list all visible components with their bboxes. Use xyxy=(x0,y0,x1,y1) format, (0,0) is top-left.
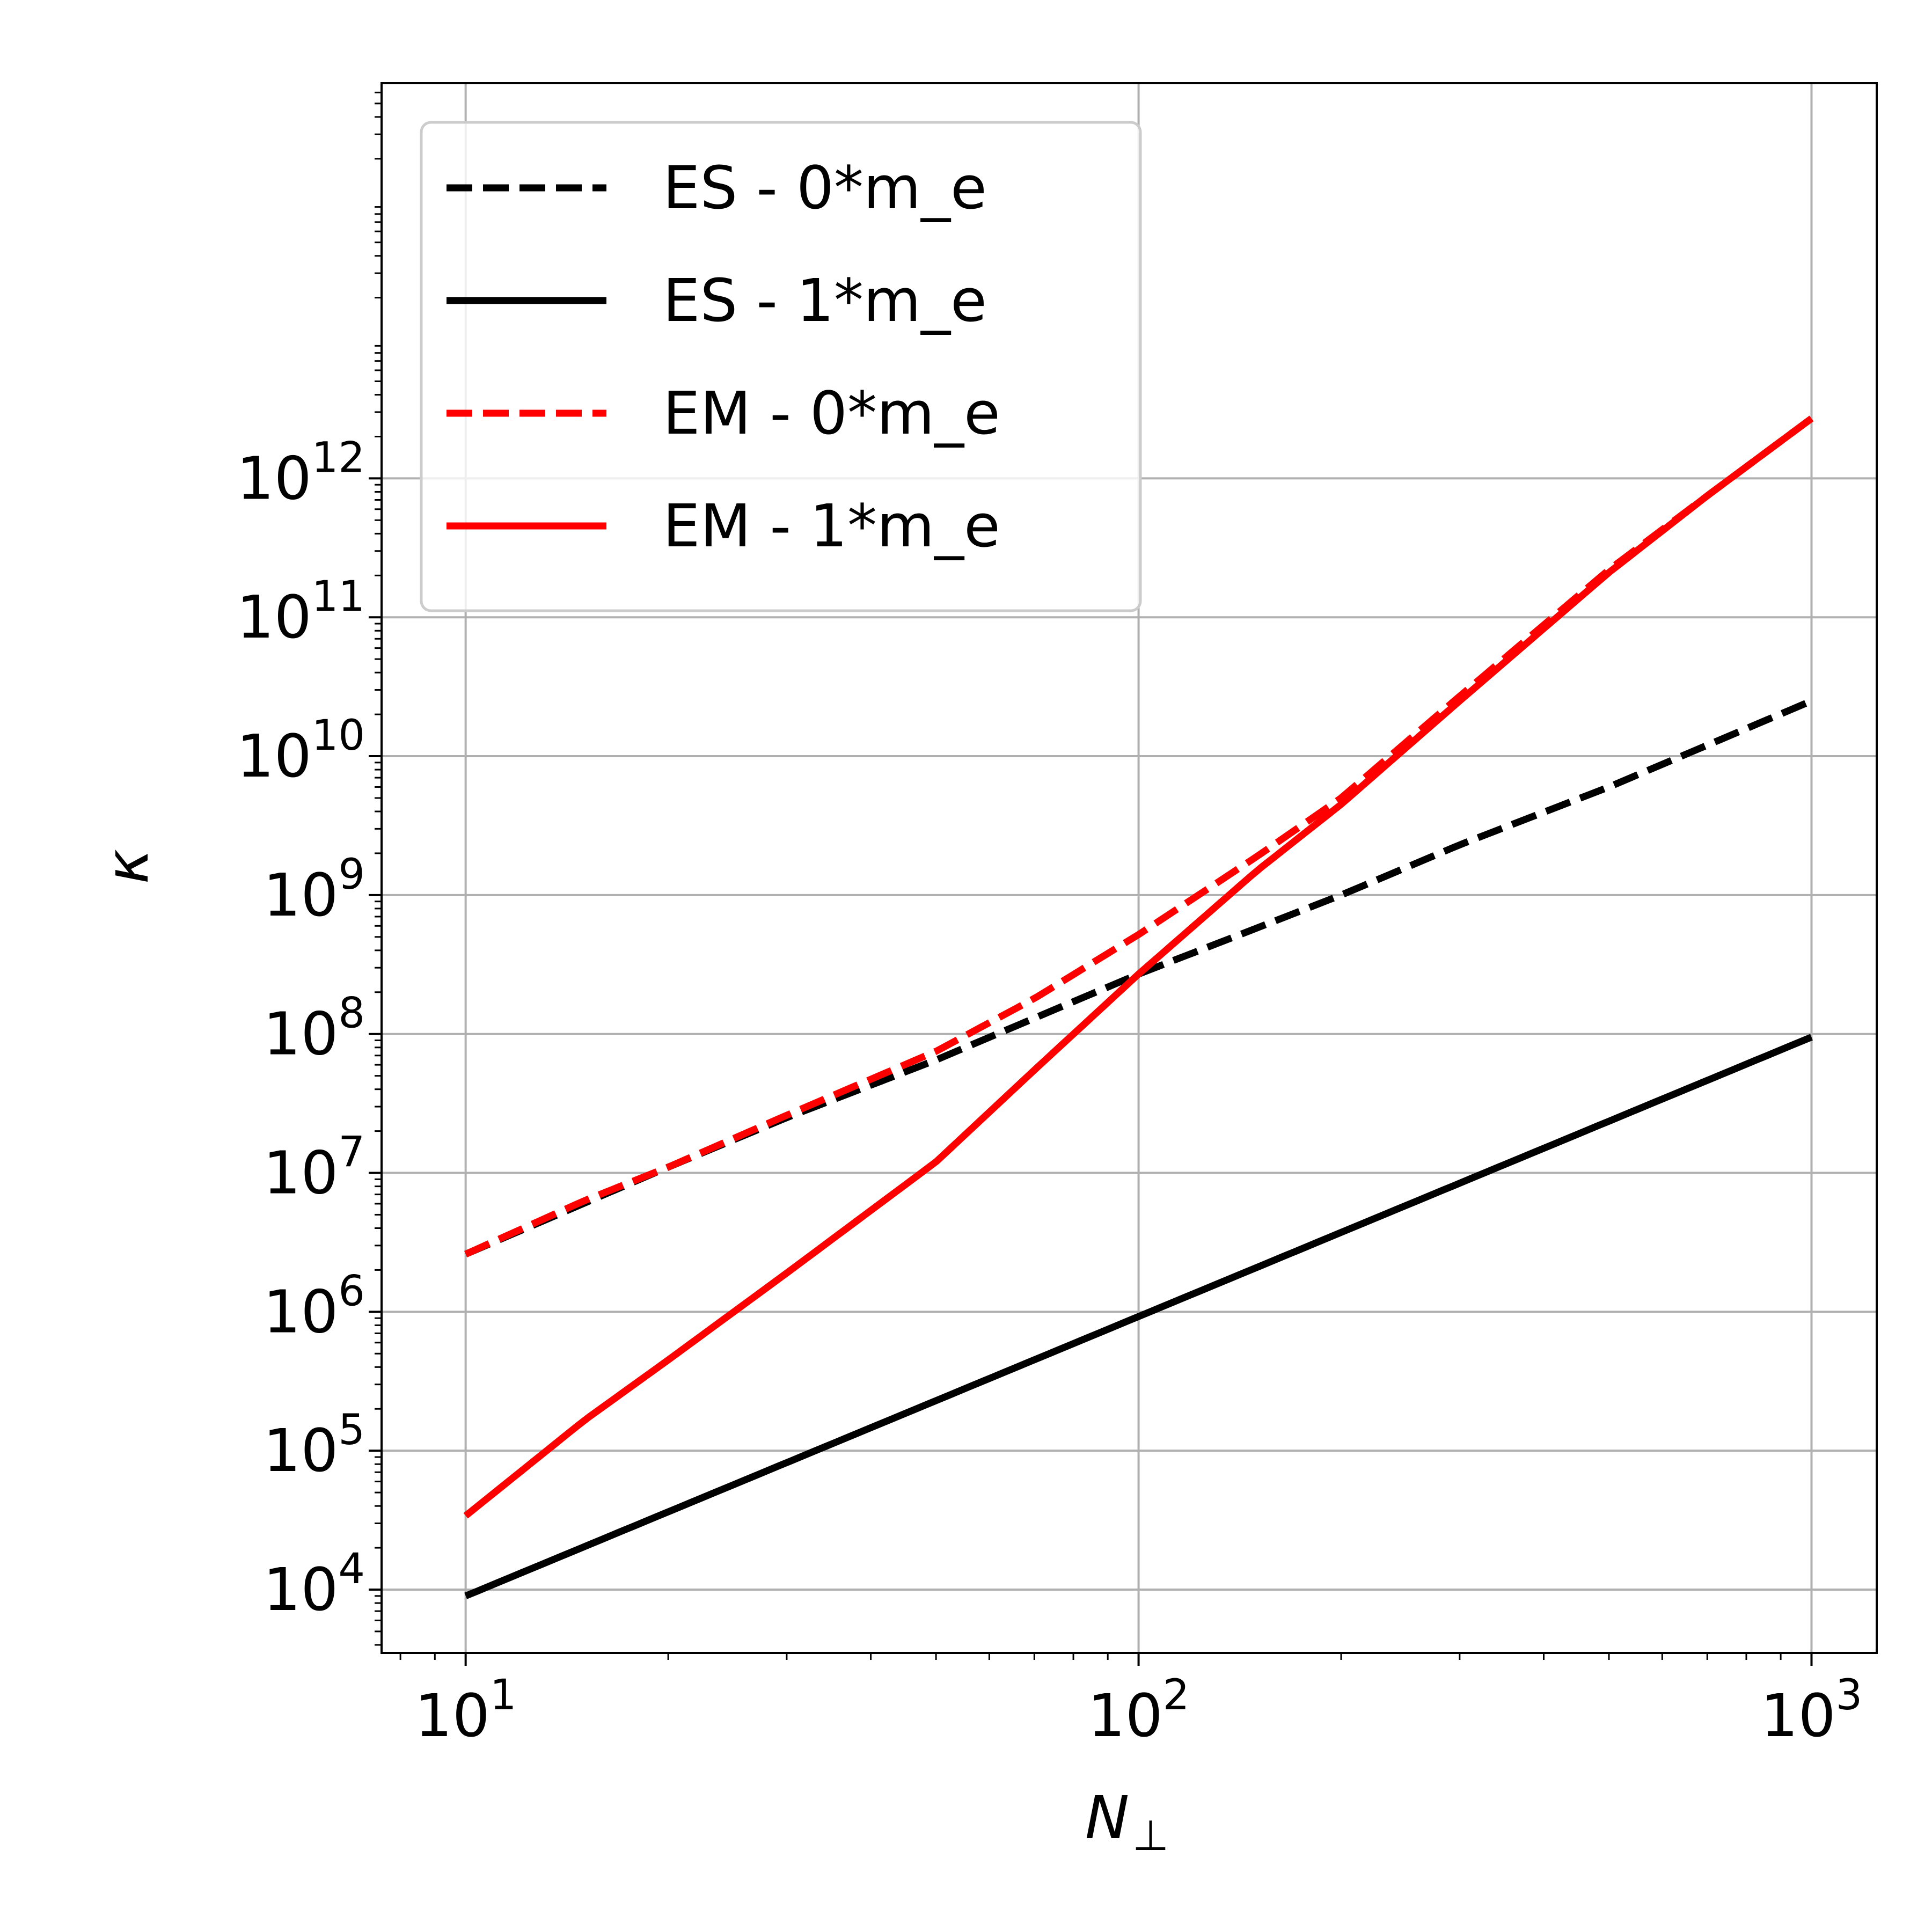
y-tick-label: 108 xyxy=(263,990,365,1069)
x-axis-label-main: N xyxy=(1085,1783,1129,1852)
y-tick-label: 109 xyxy=(263,851,365,930)
x-axis-label-subscript: ⊥ xyxy=(1132,1812,1169,1860)
y-tick-label-exponent: 5 xyxy=(338,1406,365,1454)
series-layer xyxy=(463,415,1814,1599)
legend-label-3: EM - 0*m_e xyxy=(663,379,1000,448)
series-line-2 xyxy=(464,1034,1813,1599)
x-tick-label-exponent: 1 xyxy=(490,1671,517,1719)
y-tick-label-exponent: 12 xyxy=(312,434,365,482)
minor-ticks xyxy=(375,91,1782,1660)
legend-label-1: ES - 0*m_e xyxy=(663,153,987,222)
y-tick-label-exponent: 4 xyxy=(338,1545,365,1593)
y-tick-label-exponent: 7 xyxy=(338,1129,365,1177)
legend-label-2: ES - 1*m_e xyxy=(663,266,987,335)
plot-frame xyxy=(380,82,1878,1654)
y-tick-label: 104 xyxy=(263,1545,365,1624)
y-tick-label-exponent: 10 xyxy=(312,712,365,760)
x-tick-label: 102 xyxy=(1088,1671,1190,1750)
y-tick-label-base: 10 xyxy=(237,444,312,513)
y-tick-label-exponent: 6 xyxy=(338,1267,365,1315)
y-tick-label-base: 10 xyxy=(263,861,338,930)
major-ticks xyxy=(369,477,1813,1666)
y-tick-label-base: 10 xyxy=(263,1416,338,1485)
y-tick-label: 106 xyxy=(263,1267,365,1346)
legend-box xyxy=(420,121,1142,612)
y-tick-label-base: 10 xyxy=(263,1277,338,1346)
x-tick-label-exponent: 2 xyxy=(1163,1671,1190,1719)
x-tick-label-exponent: 3 xyxy=(1836,1671,1863,1719)
y-tick-label-exponent: 8 xyxy=(338,990,365,1038)
y-tick-label: 1010 xyxy=(237,712,365,791)
y-tick-label-exponent: 9 xyxy=(338,851,365,899)
y-tick-label: 107 xyxy=(263,1129,365,1208)
legend: ES - 0*m_e ES - 1*m_e EM - 0*m_e EM - 1*m_e xyxy=(420,121,1142,612)
y-tick-label: 1012 xyxy=(237,434,365,513)
x-tick-label: 101 xyxy=(415,1671,517,1750)
x-tick-label: 103 xyxy=(1761,1671,1863,1750)
y-tick-label-base: 10 xyxy=(263,1000,338,1069)
series-line-4 xyxy=(463,415,1814,1519)
grid xyxy=(382,83,1877,1653)
x-axis-label: N⊥ xyxy=(1085,1783,1169,1860)
y-tick-label-base: 10 xyxy=(263,1555,338,1624)
y-tick-label: 105 xyxy=(263,1406,365,1485)
x-tick-label-base: 10 xyxy=(415,1681,490,1750)
legend-label-4: EM - 1*m_e xyxy=(663,492,1000,560)
x-tick-label-base: 10 xyxy=(1761,1681,1836,1750)
y-tick-label-base: 10 xyxy=(263,1139,338,1208)
x-tick-labels: 101 102 103 xyxy=(415,1671,1862,1750)
y-axis-label: κ xyxy=(93,849,162,884)
y-tick-label-base: 10 xyxy=(237,583,312,652)
y-tick-label-exponent: 11 xyxy=(312,573,365,621)
y-tick-label: 1011 xyxy=(237,573,365,652)
y-tick-label-base: 10 xyxy=(237,722,312,791)
x-tick-label-base: 10 xyxy=(1088,1681,1163,1750)
